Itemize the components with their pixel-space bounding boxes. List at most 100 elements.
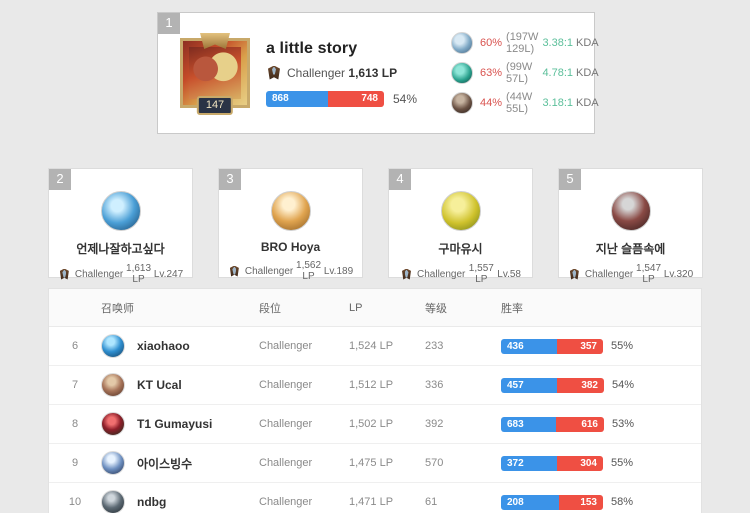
rank-badge: 2 bbox=[49, 169, 71, 190]
table-row[interactable]: 8 T1 Gumayusi Challenger 1,502 LP 392 bbox=[49, 404, 701, 444]
summoner-name: 아이스빙수 bbox=[137, 456, 193, 471]
cell-lp: 1,475 LP bbox=[349, 443, 425, 483]
tier-label: Challenger 1,613 LP bbox=[287, 66, 397, 80]
table-header-row: 召唤师 段位 LP 等级 胜率 bbox=[49, 289, 701, 327]
summoner-name[interactable]: 구마유시 bbox=[438, 242, 483, 256]
cell-summoner[interactable]: KT Ucal bbox=[101, 373, 259, 397]
summoner-name[interactable]: 언제나잘하고싶다 bbox=[76, 242, 165, 256]
cell-summoner[interactable]: 아이스빙수 bbox=[101, 451, 259, 475]
rank-badge: 5 bbox=[559, 169, 581, 190]
summoner-portrait: 147 bbox=[180, 33, 250, 115]
tier-name: Challenger bbox=[584, 268, 634, 280]
rank-badge: 4 bbox=[389, 169, 411, 190]
rank-1-card[interactable]: 1 147 a little story Challenger 1,613 LP bbox=[157, 12, 599, 134]
cell-winrate: 372 304 55% bbox=[501, 455, 701, 471]
list-item[interactable]: 60% (197W 129L) 3.38:1 KDA bbox=[451, 31, 599, 55]
cell-summoner[interactable]: xiaohaoo bbox=[101, 334, 259, 358]
tier-name: Challenger bbox=[417, 268, 466, 280]
cell-lp: 1,512 LP bbox=[349, 365, 425, 405]
winloss-bar: 683 616 bbox=[501, 416, 604, 432]
champion-icon-1 bbox=[451, 32, 473, 54]
wins-segment: 436 bbox=[501, 338, 557, 354]
column-header-summoner[interactable]: 召唤师 bbox=[101, 289, 259, 327]
cell-rank: 8 bbox=[49, 404, 101, 444]
cell-summoner[interactable]: T1 Gumayusi bbox=[101, 412, 259, 436]
avatar bbox=[440, 191, 481, 231]
list-item[interactable]: 63% (99W 57L) 4.78:1 KDA bbox=[451, 61, 599, 85]
winloss-bar: 868 748 bbox=[266, 90, 384, 107]
champion-record: (44W 55L) bbox=[506, 91, 533, 115]
tier-name: Challenger bbox=[74, 268, 124, 280]
cell-level: 392 bbox=[425, 404, 501, 444]
tier-lp: 1,613 LP bbox=[126, 263, 152, 285]
challenger-emblem-icon bbox=[568, 268, 581, 281]
losses-segment: 357 bbox=[557, 338, 603, 354]
winrate-percent: 53% bbox=[612, 418, 635, 430]
champion-record: (99W 57L) bbox=[506, 61, 533, 85]
avatar bbox=[270, 191, 311, 231]
challenger-emblem-icon bbox=[266, 65, 282, 81]
table-row[interactable]: 7 KT Ucal Challenger 1,512 LP 336 457 bbox=[49, 365, 701, 405]
rank-2-card[interactable]: 2 언제나잘하고싶다 Challenger 1,613 LP Lv.247 23… bbox=[48, 168, 193, 310]
champion-winrate: 63% bbox=[480, 67, 503, 79]
winrate-percent: 58% bbox=[611, 496, 634, 509]
tier-name: Challenger bbox=[244, 265, 294, 277]
cell-summoner[interactable]: ndbg bbox=[101, 490, 259, 513]
cell-rank: 10 bbox=[68, 496, 82, 509]
cell-tier: Challenger bbox=[259, 404, 349, 444]
challenger-emblem-icon bbox=[58, 268, 71, 281]
column-header-level[interactable]: 等级 bbox=[425, 289, 501, 327]
table-row[interactable]: 9 아이스빙수 Challenger 1,475 LP 570 372 bbox=[49, 443, 701, 483]
champion-kda-label: KDA bbox=[576, 37, 599, 49]
cell-rank: 6 bbox=[49, 326, 101, 366]
top-cards-row: 2 언제나잘하고싶다 Challenger 1,613 LP Lv.247 23… bbox=[48, 168, 703, 310]
losses-segment: 304 bbox=[557, 455, 603, 471]
winrate-percent: 54% bbox=[612, 379, 635, 391]
wins-segment: 457 bbox=[501, 377, 557, 393]
cell-tier: Challenger bbox=[259, 496, 313, 509]
cell-winrate: 457 382 54% bbox=[501, 377, 701, 393]
column-header-winrate[interactable]: 胜率 bbox=[501, 289, 701, 327]
champion-kda: 4.78:1 bbox=[542, 67, 574, 79]
winrate-percent: 55% bbox=[611, 340, 634, 352]
champion-kda: 3.18:1 bbox=[542, 97, 574, 109]
cell-lp: 1,502 LP bbox=[349, 404, 425, 444]
avatar bbox=[101, 334, 125, 358]
wins-segment: 372 bbox=[501, 455, 557, 471]
rank-badge: 3 bbox=[219, 169, 241, 190]
tier-lp: 1,557 LP bbox=[468, 263, 494, 285]
rank-3-card[interactable]: 3 BRO Hoya Challenger 1,562 LP Lv.189 35… bbox=[218, 168, 363, 307]
challenger-emblem-icon bbox=[400, 268, 413, 281]
leaderboard-table: 召唤师 段位 LP 等级 胜率 6 xiaohaoo Cha bbox=[48, 288, 702, 513]
tier-row: Challenger 1,613 LP bbox=[266, 65, 451, 81]
portrait-crest-icon bbox=[200, 33, 230, 49]
winloss-bar: 372 304 bbox=[501, 455, 603, 471]
champion-record: (197W 129L) bbox=[506, 31, 539, 55]
rank-5-card[interactable]: 5 지난 슬픔속에 Challenger 1,547 LP Lv.320 399… bbox=[558, 168, 703, 310]
losses-segment: 748 bbox=[328, 90, 384, 107]
champion-kda-label: KDA bbox=[576, 97, 599, 109]
avatar bbox=[101, 451, 125, 475]
winrate-percent: 54% bbox=[393, 91, 418, 106]
rank-4-card[interactable]: 4 구마유시 Challenger 1,557 LP Lv.58 203 144… bbox=[388, 168, 533, 310]
cell-winrate: 436 357 55% bbox=[501, 338, 701, 354]
tier-lp: 1,562 LP bbox=[296, 260, 322, 282]
cell-level: 61 bbox=[425, 496, 438, 509]
champion-kda: 3.38:1 bbox=[542, 37, 574, 49]
avatar bbox=[610, 191, 651, 231]
table-row[interactable]: 10 ndbg Challenger 1,471 LP 61 208 bbox=[49, 483, 701, 513]
losses-segment: 616 bbox=[556, 416, 604, 432]
tier-row: Challenger 1,557 LP Lv.58 bbox=[400, 263, 521, 285]
losses-segment: 382 bbox=[557, 377, 604, 393]
column-header-tier[interactable]: 段位 bbox=[259, 289, 349, 327]
summoner-name[interactable]: 지난 슬픔속에 bbox=[595, 242, 666, 256]
summoner-name[interactable]: a little story bbox=[266, 39, 358, 57]
column-header-lp[interactable]: LP bbox=[349, 289, 425, 327]
list-item[interactable]: 44% (44W 55L) 3.18:1 KDA bbox=[451, 91, 599, 115]
winloss-bar: 436 357 bbox=[501, 338, 603, 354]
summoner-name[interactable]: BRO Hoya bbox=[260, 240, 321, 254]
challenger-emblem-icon bbox=[228, 265, 241, 278]
table-row[interactable]: 6 xiaohaoo Challenger 1,524 LP 233 436 bbox=[49, 326, 701, 366]
tier-row: Challenger 1,562 LP Lv.189 bbox=[228, 260, 353, 282]
